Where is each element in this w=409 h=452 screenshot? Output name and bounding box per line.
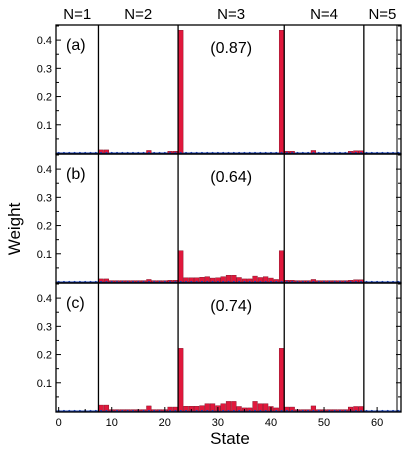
- x-axis: 0 10 20 30 40 50 60: [56, 407, 383, 429]
- bar-state-29: [209, 403, 216, 412]
- bar-state-28: [204, 403, 210, 412]
- y-tick-label: 0.1: [37, 120, 52, 132]
- bar-state-38: [257, 403, 263, 412]
- panel-label: (a): [66, 37, 86, 54]
- panel-annotation: (0.74): [210, 298, 252, 315]
- bar-state-42: [278, 30, 285, 154]
- bar-state-23: [178, 250, 184, 283]
- panel-label: (b): [66, 166, 86, 183]
- bar-state-42: [278, 348, 285, 412]
- panel-label: (c): [66, 295, 85, 312]
- y-tick-label: 0.3: [37, 63, 52, 75]
- panel-frame: [55, 282, 402, 413]
- panel-annotation: (0.87): [210, 40, 252, 57]
- bar-state-23: [178, 30, 184, 154]
- y-tick-label: 0.2: [37, 92, 52, 104]
- y-tick-label: 0.1: [37, 378, 52, 390]
- y-axis-title: Weight: [5, 202, 24, 255]
- group-label-2: N=2: [124, 6, 152, 23]
- group-label-5: N=5: [368, 6, 396, 23]
- group-label-3: N=3: [217, 6, 245, 23]
- bar-state-23: [178, 348, 184, 412]
- y-tick-label: 0.4: [37, 293, 52, 305]
- x-axis-title: State: [210, 429, 250, 448]
- y-tick-label: 0.2: [37, 221, 52, 233]
- x-tick-label: 40: [265, 417, 277, 429]
- y-tick-label: 0.3: [37, 192, 52, 204]
- bar-state-39: [263, 403, 269, 412]
- x-tick-label: 0: [56, 417, 62, 429]
- y-tick-label: 0.1: [37, 249, 52, 261]
- bar-state-37: [252, 401, 258, 412]
- bar-state-31: [220, 403, 226, 412]
- panels: 0.1 0.2 0.3 0.4 (a) (0.87) 0.1 0.2 0.3 0.4 (b) (0.6…: [37, 24, 402, 413]
- x-tick-label: 20: [159, 417, 171, 429]
- bar-state-42: [278, 250, 285, 283]
- panel-2: 0.1 0.2 0.3 0.4 (b) (0.64): [37, 153, 402, 284]
- bar-state-33: [231, 401, 237, 412]
- y-tick-label: 0.4: [37, 164, 52, 176]
- panel-3: 0.1 0.2 0.3 0.4 (c) (0.74): [37, 282, 402, 413]
- x-tick-label: 50: [318, 417, 330, 429]
- group-label-4: N=4: [310, 6, 338, 23]
- panel-1: 0.1 0.2 0.3 0.4 (a) (0.87): [37, 24, 402, 155]
- bar-state-32: [225, 401, 232, 412]
- y-tick-label: 0.3: [37, 321, 52, 333]
- x-tick-label: 30: [212, 417, 224, 429]
- x-tick-label: 10: [106, 417, 118, 429]
- y-tick-label: 0.4: [37, 35, 52, 47]
- y-tick-label: 0.2: [37, 350, 52, 362]
- panel-annotation: (0.64): [210, 169, 252, 186]
- group-label-1: N=1: [63, 6, 91, 23]
- group-labels: N=1 N=2 N=3 N=4 N=5: [63, 6, 396, 23]
- x-tick-label: 60: [371, 417, 383, 429]
